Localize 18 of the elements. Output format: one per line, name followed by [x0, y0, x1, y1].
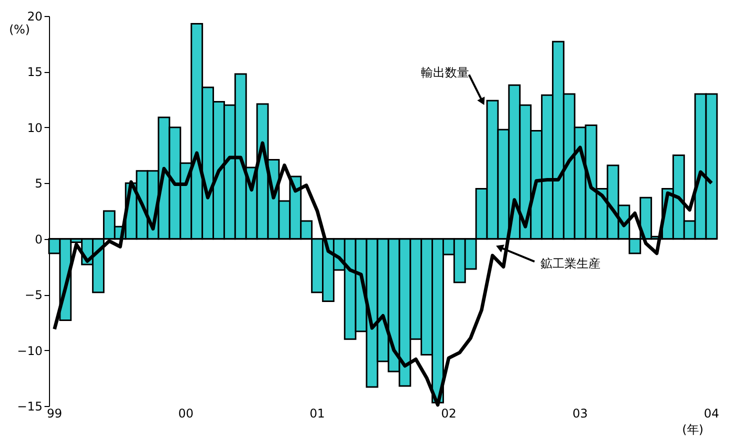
y-tick-label: 20 [27, 10, 42, 24]
y-tick-label: −10 [17, 344, 42, 358]
x-tick-label: 03 [572, 406, 588, 420]
x-tick-label: 02 [441, 406, 456, 420]
text: 鉱工業生産 [540, 256, 601, 271]
y-axis-title: (%) [9, 22, 30, 36]
x-tick-label: 99 [46, 406, 62, 420]
y-tick-label: 10 [27, 120, 42, 135]
y-tick-label: −15 [17, 400, 42, 414]
x-axis-title: (年) [682, 422, 704, 436]
y-tick-label: −5 [24, 288, 42, 302]
text: 輸出数量 [421, 66, 470, 80]
x-tick-label: 01 [310, 406, 325, 420]
x-tick-label: 04 [704, 406, 720, 420]
y-tick-label: 5 [34, 176, 42, 191]
x-tick-label: 00 [178, 406, 194, 420]
y-tick-label: 0 [34, 232, 42, 246]
y-tick-label: 15 [27, 65, 42, 80]
